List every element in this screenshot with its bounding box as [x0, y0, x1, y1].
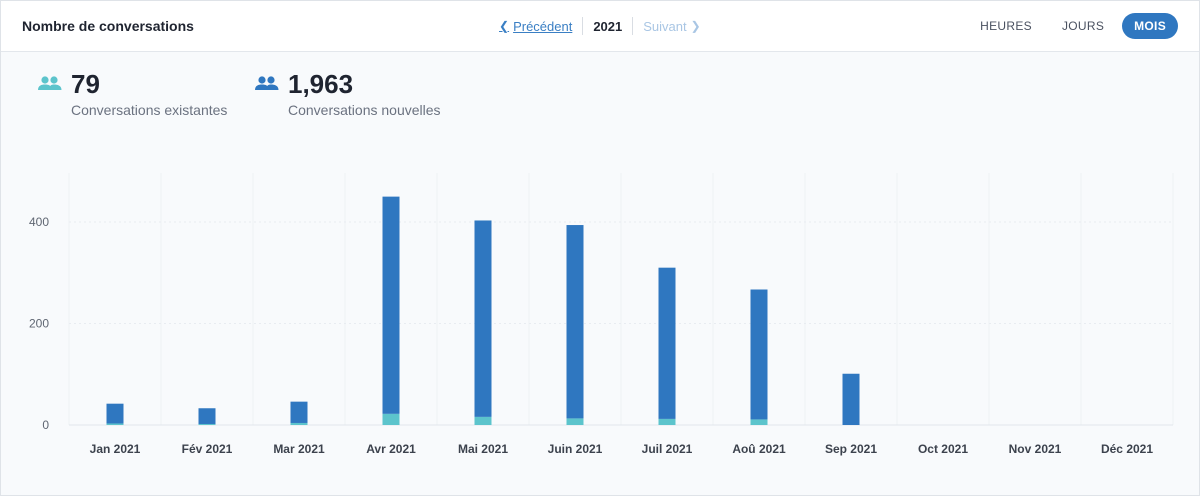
x-tick-label: Juin 2021 [548, 442, 603, 456]
bar-existing [106, 423, 124, 425]
users-icon [38, 76, 62, 90]
y-tick-label: 0 [42, 418, 49, 432]
users-icon [255, 76, 279, 90]
x-tick-label: Aoû 2021 [732, 442, 786, 456]
view-months-button[interactable]: MOIS [1122, 13, 1178, 39]
bar-new [750, 289, 768, 420]
bar-new [290, 401, 308, 423]
x-tick-label: Déc 2021 [1101, 442, 1153, 456]
panel-header: Nombre de conversations ❮ Précédent 2021… [1, 1, 1199, 52]
bar-new [658, 267, 676, 419]
pager-divider [632, 17, 634, 35]
bar-existing [474, 416, 492, 425]
x-tick-label: Sep 2021 [825, 442, 877, 456]
bar-new [382, 196, 400, 414]
new-label: Conversations nouvelles [288, 102, 441, 118]
x-tick-label: Juil 2021 [642, 442, 693, 456]
bar-new [474, 220, 492, 417]
x-tick-label: Fév 2021 [182, 442, 233, 456]
bar-new [198, 408, 216, 424]
view-switcher: HEURES JOURS MOIS [968, 13, 1178, 39]
page-title: Nombre de conversations [22, 18, 194, 34]
y-tick-label: 200 [29, 317, 49, 331]
x-tick-label: Mar 2021 [273, 442, 325, 456]
stat-existing: 79 Conversations existantes [37, 69, 227, 118]
bar-new [842, 373, 860, 425]
view-hours-button[interactable]: HEURES [980, 19, 1032, 33]
x-tick-label: Oct 2021 [918, 442, 968, 456]
bar-existing [290, 422, 308, 425]
current-year: 2021 [593, 18, 623, 34]
bar-existing [382, 413, 400, 425]
view-days-button[interactable]: JOURS [1061, 19, 1105, 33]
new-count: 1,963 [288, 69, 354, 99]
chevron-right-icon: ❯ [690, 19, 701, 33]
y-tick-label: 400 [29, 215, 49, 229]
chevron-left-icon: ❮ [499, 19, 510, 33]
bar-existing [658, 418, 676, 425]
stat-new: 1,963 Conversations nouvelles [254, 69, 441, 118]
bar-existing [750, 419, 768, 425]
x-tick-label: Nov 2021 [1009, 442, 1062, 456]
existing-label: Conversations existantes [71, 102, 228, 118]
pager-divider [582, 17, 584, 35]
bar-new [566, 225, 584, 419]
conversations-chart: 0 200 400 Jan 2021 Fév 2021 Mar 2021 Avr 2021 M… [29, 173, 1174, 456]
bar-existing [198, 423, 216, 425]
x-tick-label: Mai 2021 [458, 442, 508, 456]
x-tick-label: Jan 2021 [90, 442, 141, 456]
next-label: Suivant [643, 18, 687, 34]
x-tick-label: Avr 2021 [366, 442, 416, 456]
year-pager: ❮ Précédent 2021 Suivant ❯ [499, 17, 701, 35]
next-link[interactable]: Suivant ❯ [643, 19, 700, 34]
bar-new [106, 403, 124, 424]
previous-link[interactable]: ❮ Précédent [499, 19, 572, 34]
existing-count: 79 [71, 69, 100, 99]
previous-label: Précédent [513, 18, 573, 34]
bar-existing [566, 418, 584, 425]
